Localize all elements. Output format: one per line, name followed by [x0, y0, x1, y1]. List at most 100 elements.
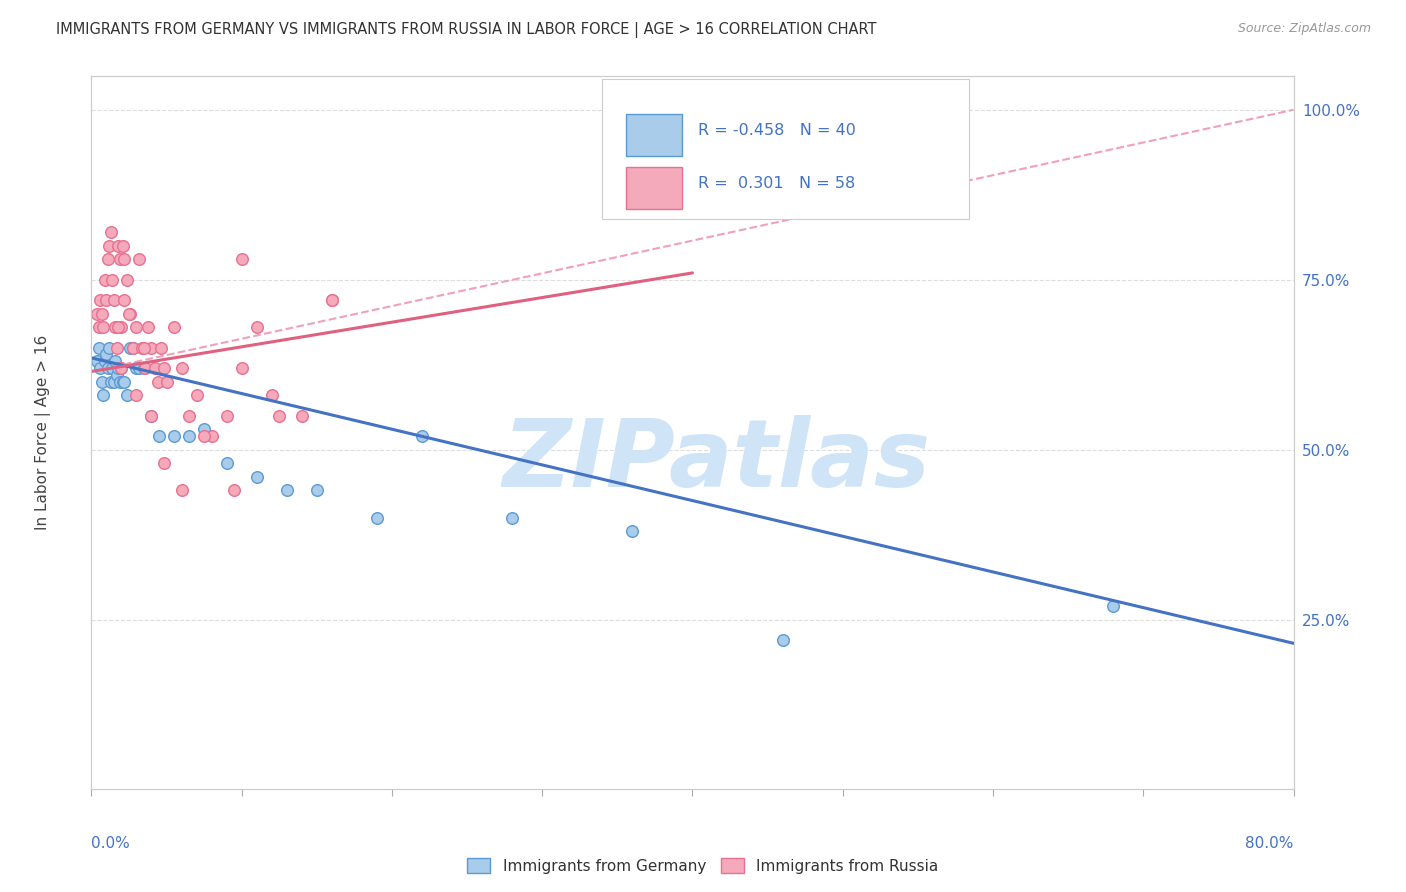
Point — [366, 510, 388, 524]
Point — [141, 409, 163, 423]
Point — [246, 320, 269, 334]
Point — [501, 510, 523, 524]
Point — [305, 483, 328, 498]
Point — [291, 409, 314, 423]
Point — [89, 361, 111, 376]
Point — [132, 361, 155, 376]
Point — [89, 293, 111, 307]
Point — [111, 238, 134, 252]
Point — [103, 293, 125, 307]
Point — [93, 388, 115, 402]
Legend: Immigrants from Germany, Immigrants from Russia: Immigrants from Germany, Immigrants from… — [461, 852, 945, 880]
Point — [86, 307, 108, 321]
Point — [177, 429, 200, 443]
Point — [260, 388, 283, 402]
Text: 80.0%: 80.0% — [1246, 836, 1294, 851]
Point — [148, 429, 170, 443]
Point — [97, 361, 120, 376]
Point — [163, 320, 186, 334]
Point — [107, 320, 129, 334]
Point — [143, 361, 166, 376]
Point — [96, 293, 118, 307]
Point — [107, 238, 129, 252]
Point — [98, 238, 121, 252]
FancyBboxPatch shape — [626, 167, 682, 210]
Point — [104, 354, 127, 368]
FancyBboxPatch shape — [602, 79, 969, 219]
Point — [193, 422, 215, 436]
Point — [621, 524, 644, 538]
Point — [269, 409, 291, 423]
Point — [94, 354, 117, 368]
Point — [231, 252, 253, 267]
Point — [114, 293, 136, 307]
Point — [98, 341, 121, 355]
Point — [87, 341, 110, 355]
Point — [128, 361, 150, 376]
Point — [141, 409, 163, 423]
Point — [110, 320, 132, 334]
Text: R =  0.301   N = 58: R = 0.301 N = 58 — [699, 176, 856, 191]
Point — [108, 252, 131, 267]
Point — [231, 361, 253, 376]
Point — [114, 375, 136, 389]
Point — [86, 354, 108, 368]
Point — [90, 307, 112, 321]
Point — [100, 375, 122, 389]
Point — [105, 341, 128, 355]
Point — [90, 375, 112, 389]
Point — [321, 293, 343, 307]
Point — [246, 470, 269, 484]
Point — [193, 429, 215, 443]
Point — [103, 375, 125, 389]
Point — [772, 632, 794, 647]
Text: Source: ZipAtlas.com: Source: ZipAtlas.com — [1237, 22, 1371, 36]
Point — [100, 225, 122, 239]
Point — [122, 341, 145, 355]
Point — [224, 483, 246, 498]
Text: 0.0%: 0.0% — [91, 836, 131, 851]
Point — [101, 273, 124, 287]
Point — [120, 307, 142, 321]
Point — [131, 341, 153, 355]
Point — [215, 409, 238, 423]
Point — [87, 320, 110, 334]
Point — [152, 456, 174, 470]
Point — [97, 252, 120, 267]
Point — [114, 252, 136, 267]
Point — [1102, 599, 1125, 613]
Point — [110, 361, 132, 376]
Point — [125, 361, 148, 376]
Point — [276, 483, 298, 498]
Point — [125, 388, 148, 402]
Point — [163, 429, 186, 443]
Point — [93, 320, 115, 334]
Point — [105, 368, 128, 382]
Point — [125, 320, 148, 334]
Text: In Labor Force | Age > 16: In Labor Force | Age > 16 — [35, 335, 51, 530]
Point — [128, 252, 150, 267]
Point — [170, 361, 193, 376]
Point — [108, 375, 131, 389]
Point — [201, 429, 224, 443]
Point — [149, 341, 172, 355]
Point — [141, 341, 163, 355]
Point — [132, 341, 155, 355]
Point — [101, 361, 124, 376]
Text: ZIPatlas: ZIPatlas — [502, 415, 931, 508]
Text: IMMIGRANTS FROM GERMANY VS IMMIGRANTS FROM RUSSIA IN LABOR FORCE | AGE > 16 CORR: IMMIGRANTS FROM GERMANY VS IMMIGRANTS FR… — [56, 22, 877, 38]
Point — [155, 375, 177, 389]
FancyBboxPatch shape — [626, 113, 682, 156]
Point — [111, 375, 134, 389]
Point — [215, 456, 238, 470]
Point — [170, 483, 193, 498]
Point — [152, 361, 174, 376]
Point — [104, 320, 127, 334]
Point — [138, 320, 160, 334]
Point — [177, 409, 200, 423]
Point — [118, 307, 141, 321]
Point — [122, 341, 145, 355]
Text: R = -0.458   N = 40: R = -0.458 N = 40 — [699, 122, 856, 137]
Point — [94, 273, 117, 287]
Point — [186, 388, 208, 402]
